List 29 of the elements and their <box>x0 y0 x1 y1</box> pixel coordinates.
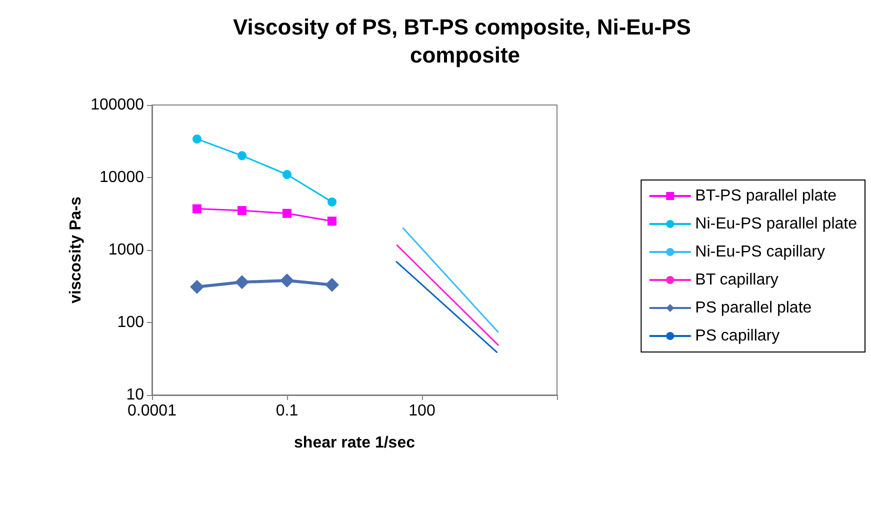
legend-label: PS capillary <box>695 328 780 344</box>
chart-title: Viscosity of PS, BT-PS composite, Ni-Eu-PS composite <box>232 14 698 68</box>
point <box>282 170 292 179</box>
point <box>280 273 294 288</box>
y-tick-label: 10000 <box>100 169 144 186</box>
legend-label: Ni-Eu-PS parallel plate <box>695 216 858 232</box>
point <box>282 208 292 218</box>
y-tick-label: 100000 <box>90 96 144 114</box>
point <box>190 280 204 294</box>
x-tick-label: 100 <box>408 402 436 420</box>
legend-label: BT capillary <box>695 272 778 288</box>
point <box>192 204 202 214</box>
y-axis-title: viscosity Pa-s <box>68 196 84 304</box>
point <box>238 206 246 216</box>
x-tick-label: 0.0001 <box>128 402 177 420</box>
point <box>328 197 336 206</box>
legend-label: BT-PS parallel plate <box>695 188 837 204</box>
legend-label: PS parallel plate <box>695 300 812 316</box>
y-tick-label: 100 <box>117 314 144 331</box>
point <box>192 134 202 144</box>
y-tick-label: 10 <box>126 386 144 404</box>
point <box>328 216 336 226</box>
x-tick-label: 0.1 <box>276 402 298 420</box>
x-axis-title: shear rate 1/sec <box>294 434 416 452</box>
legend-label: Ni-Eu-PS capillary <box>695 244 825 260</box>
y-tick-label: 1000 <box>108 242 144 258</box>
point <box>235 275 249 290</box>
point <box>325 278 339 292</box>
point <box>238 151 246 160</box>
